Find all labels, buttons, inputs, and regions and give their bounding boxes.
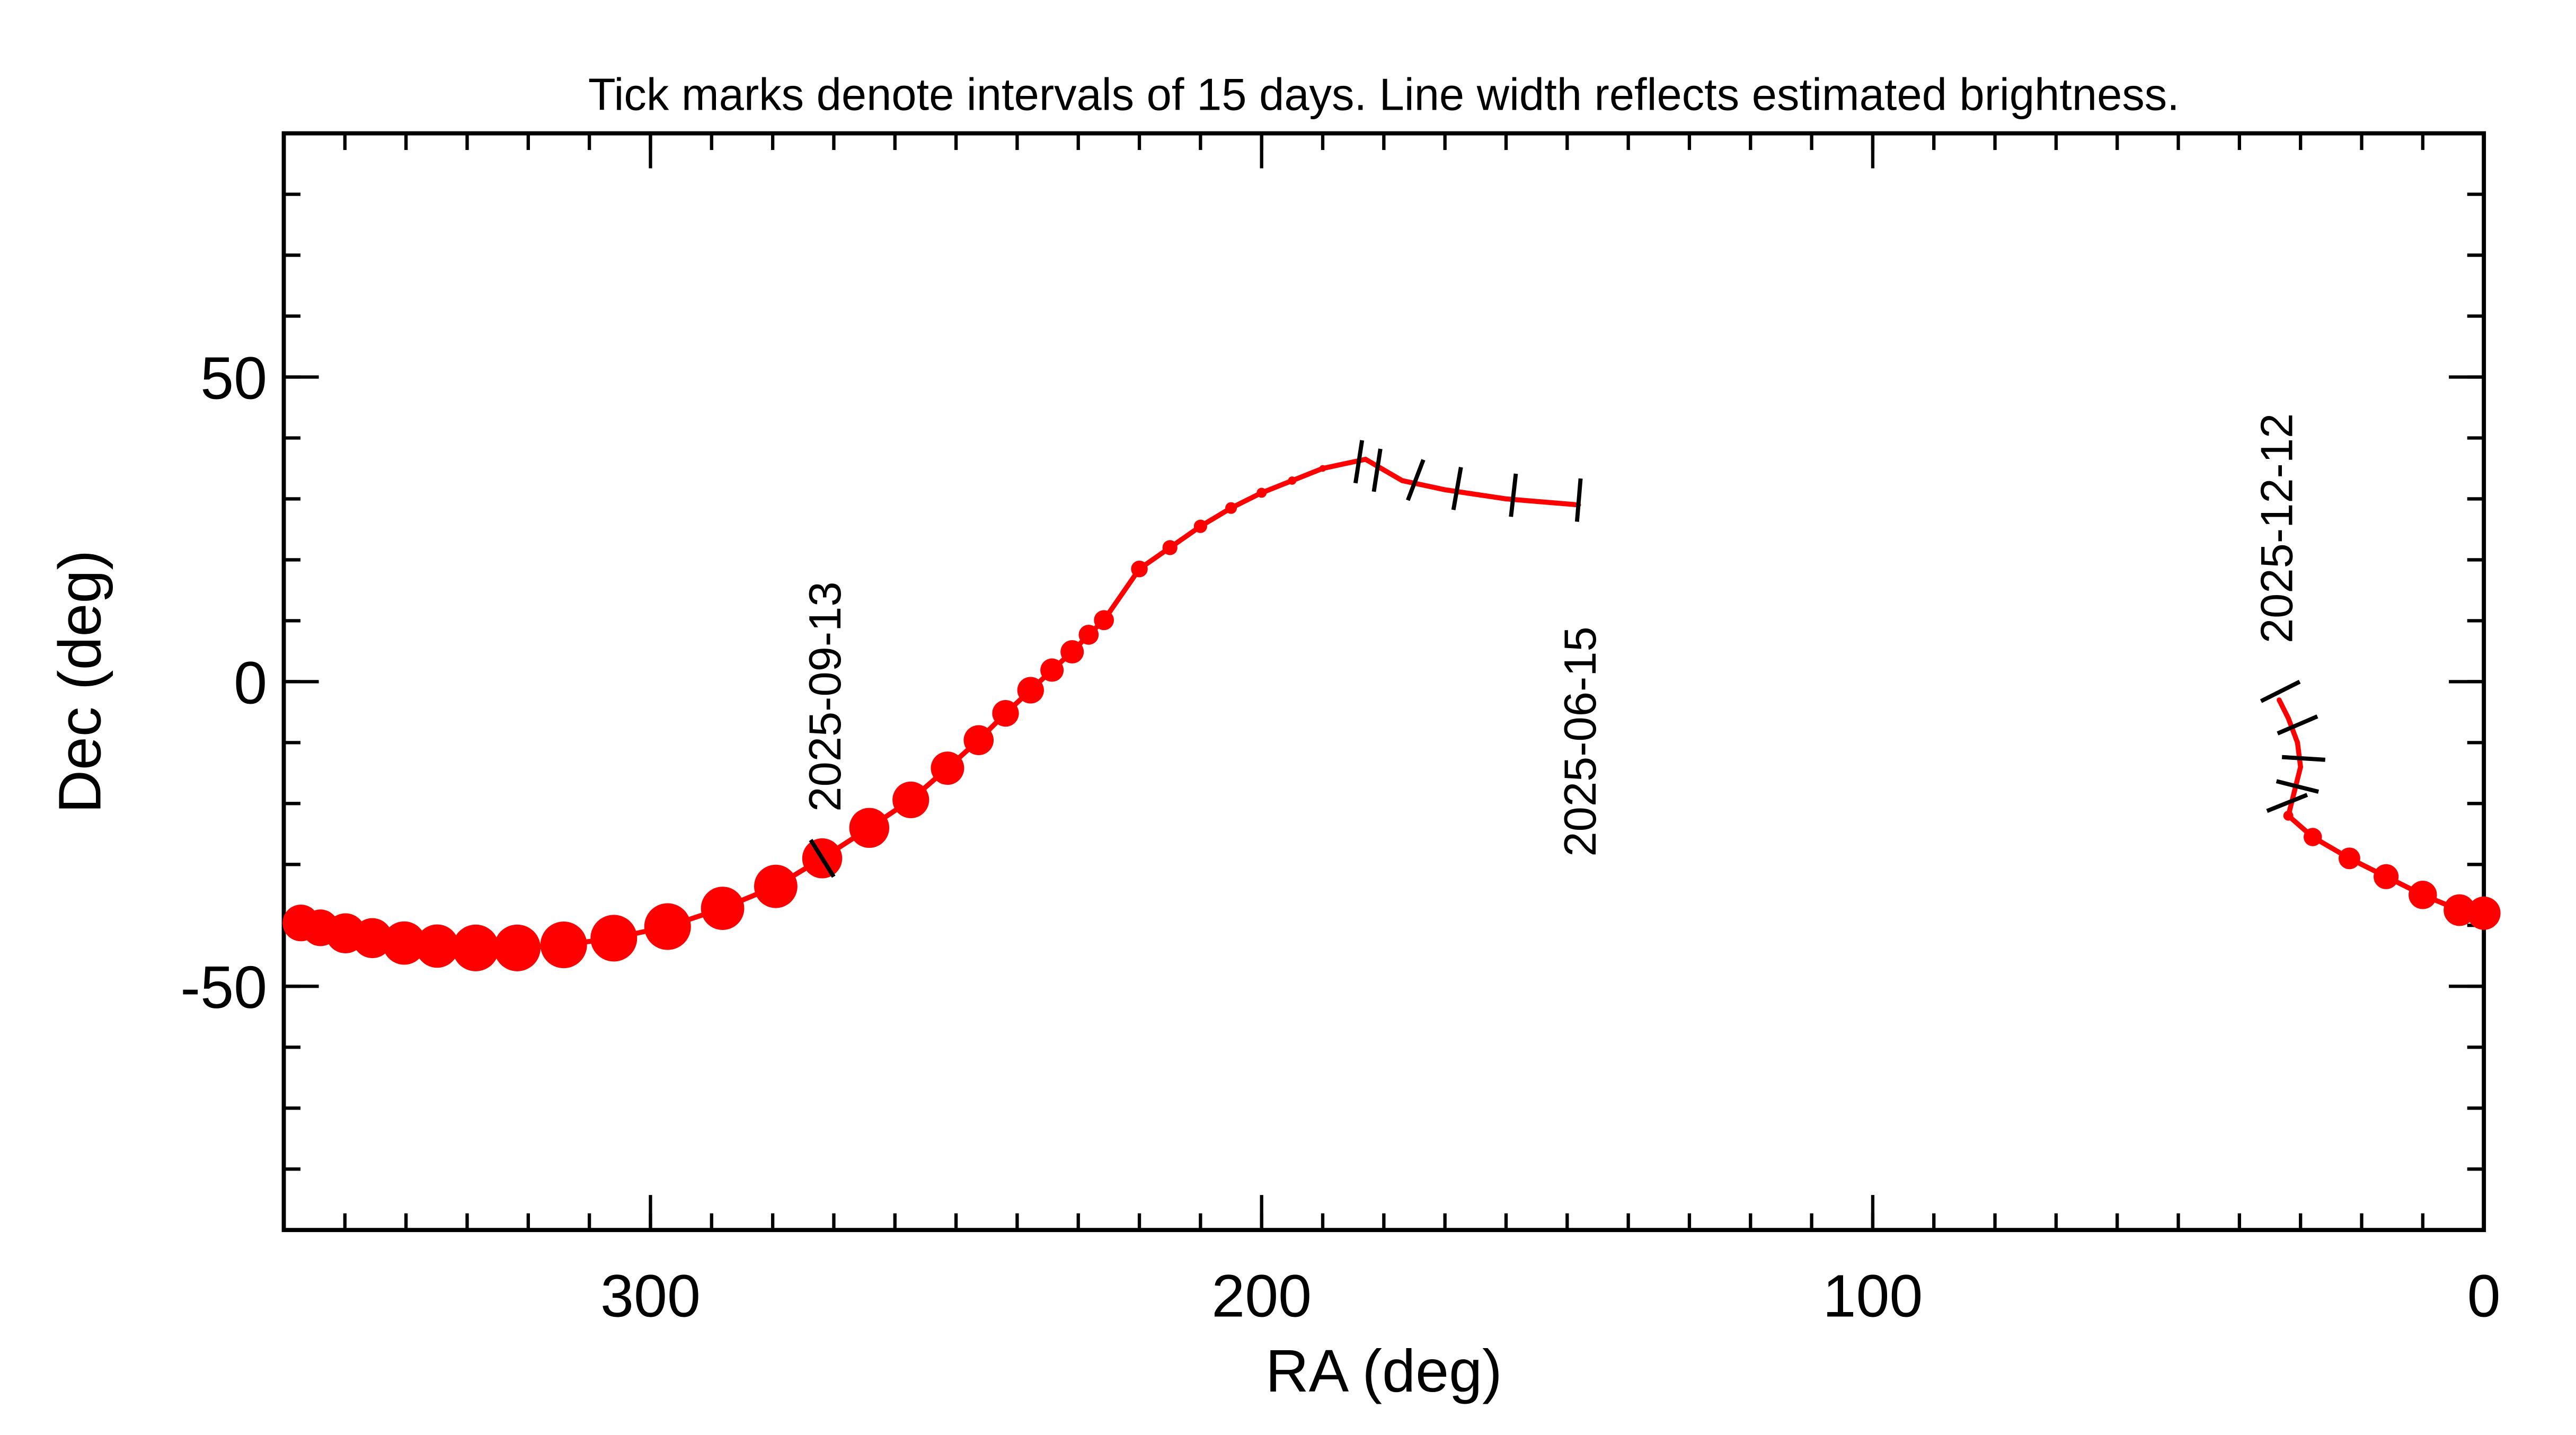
- track-point: [992, 700, 1019, 727]
- interval-tick: [809, 839, 836, 878]
- interval-tick: [2277, 714, 2318, 736]
- track-point: [1443, 488, 1447, 492]
- plot-frame: [281, 131, 2486, 1233]
- track-point: [1162, 540, 1178, 555]
- track-point: [1319, 465, 1326, 472]
- track-point: [494, 924, 541, 971]
- track-point: [754, 864, 798, 908]
- interval-tick: [1574, 478, 1583, 522]
- y-tick-label: -50: [180, 954, 267, 1021]
- track-point: [1060, 640, 1084, 664]
- interval-tick: [1406, 459, 1426, 501]
- track-point: [2291, 789, 2297, 794]
- track-point: [1078, 624, 1099, 645]
- track-point: [415, 924, 459, 968]
- track-point: [2298, 764, 2303, 770]
- track-point: [2283, 810, 2294, 821]
- track-point: [2303, 828, 2322, 846]
- track-point: [701, 887, 745, 930]
- chart-title: Tick marks denote intervals of 15 days. …: [588, 69, 2180, 120]
- track-point: [1256, 488, 1267, 498]
- track-point: [282, 905, 320, 942]
- interval-tick: [2281, 755, 2326, 762]
- interval-tick: [1509, 473, 1518, 517]
- track-point: [590, 915, 638, 962]
- track-point: [1504, 497, 1508, 501]
- track-point: [1131, 560, 1148, 578]
- x-tick-label: 300: [600, 1263, 701, 1330]
- interval-tick: [2260, 679, 2301, 703]
- track-line: [300, 457, 2484, 951]
- annotation: 2025-12-12: [2251, 413, 2301, 643]
- track-point: [1017, 677, 1044, 704]
- track-point: [1225, 502, 1237, 514]
- x-axis-label: RA (deg): [1265, 1337, 1502, 1404]
- track-point: [1288, 476, 1297, 485]
- track-point: [849, 808, 890, 848]
- interval-tick: [1451, 466, 1463, 510]
- interval-tick: [2276, 779, 2320, 794]
- track-point: [892, 781, 930, 819]
- track-point: [1094, 610, 1114, 631]
- track-point: [2286, 715, 2291, 721]
- annotation: 2025-06-15: [1555, 626, 1605, 856]
- track-point: [2409, 881, 2437, 909]
- track-point: [2444, 894, 2475, 926]
- interval-tick: [2266, 793, 2308, 813]
- track-point: [2374, 864, 2399, 889]
- track-point: [644, 903, 691, 950]
- x-tick-label: 0: [2467, 1263, 2501, 1330]
- track-point: [540, 922, 587, 969]
- track-point: [1363, 457, 1368, 462]
- track-point: [382, 921, 426, 965]
- track-point: [1193, 519, 1207, 533]
- track-point: [2295, 740, 2300, 746]
- track-point: [963, 725, 994, 756]
- y-axis-label: Dec (deg): [47, 550, 113, 813]
- interval-tick: [1353, 440, 1365, 484]
- track-point: [2467, 896, 2501, 930]
- x-tick-label: 200: [1211, 1263, 1312, 1330]
- y-tick-label: 0: [234, 649, 267, 716]
- track-point: [452, 924, 499, 971]
- track-point: [2339, 847, 2360, 870]
- track-point: [931, 751, 964, 785]
- annotation: 2025-09-13: [800, 581, 850, 811]
- y-tick-label: 50: [200, 344, 267, 411]
- x-tick-label: 100: [1822, 1263, 1923, 1330]
- track-point: [1040, 658, 1064, 682]
- track-point: [1400, 479, 1404, 483]
- track-point: [2277, 697, 2282, 703]
- interval-tick: [1371, 448, 1383, 492]
